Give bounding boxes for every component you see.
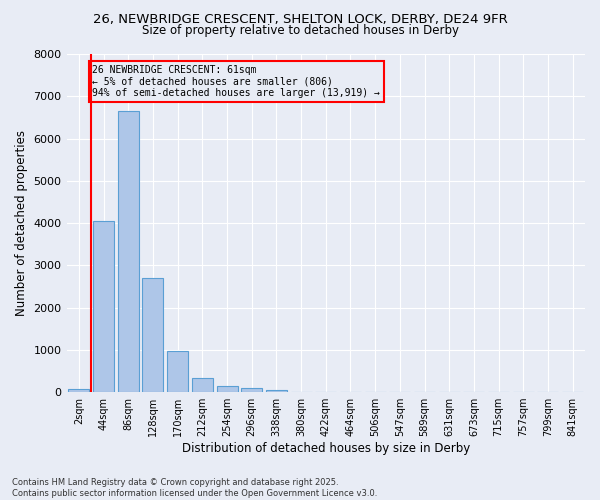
Text: Size of property relative to detached houses in Derby: Size of property relative to detached ho…	[142, 24, 458, 37]
Bar	[266, 390, 287, 392]
Text: 26, NEWBRIDGE CRESCENT, SHELTON LOCK, DERBY, DE24 9FR: 26, NEWBRIDGE CRESCENT, SHELTON LOCK, DE…	[92, 12, 508, 26]
Bar	[217, 386, 238, 392]
Text: Contains HM Land Registry data © Crown copyright and database right 2025.
Contai: Contains HM Land Registry data © Crown c…	[12, 478, 377, 498]
Bar	[93, 221, 114, 392]
X-axis label: Distribution of detached houses by size in Derby: Distribution of detached houses by size …	[182, 442, 470, 455]
Bar	[192, 378, 213, 392]
Text: 26 NEWBRIDGE CRESCENT: 61sqm
← 5% of detached houses are smaller (806)
94% of se: 26 NEWBRIDGE CRESCENT: 61sqm ← 5% of det…	[92, 64, 380, 98]
Bar	[241, 388, 262, 392]
Y-axis label: Number of detached properties: Number of detached properties	[15, 130, 28, 316]
Bar	[167, 350, 188, 392]
Bar	[118, 111, 139, 392]
Bar	[68, 389, 89, 392]
Bar	[142, 278, 163, 392]
